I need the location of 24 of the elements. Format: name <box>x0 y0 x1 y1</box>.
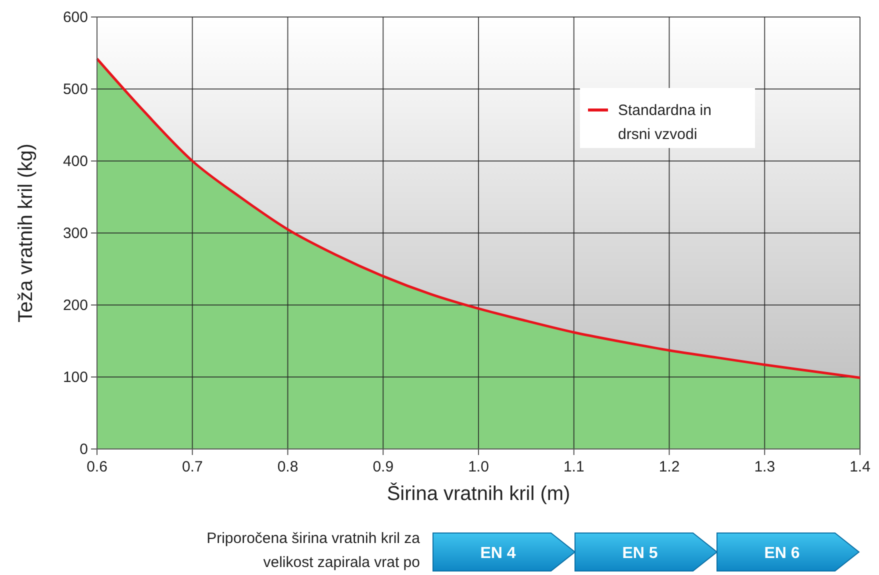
y-tick-label: 400 <box>62 152 88 170</box>
y-tick-label: 200 <box>62 296 88 314</box>
y-tick-label: 0 <box>80 440 88 458</box>
y-tick-label: 500 <box>62 80 88 98</box>
x-tick-label: 0.9 <box>372 458 394 476</box>
x-tick-label: 1.0 <box>468 458 489 476</box>
x-tick-label: 1.4 <box>850 458 870 476</box>
x-tick-label: 1.3 <box>754 458 776 476</box>
text: EN 4 <box>480 545 516 562</box>
text: Priporočena širina vratnih kril za velikost zapirala vrat po <box>206 530 421 571</box>
line-series <box>96 58 862 379</box>
x-tick-label: 0.7 <box>182 458 203 476</box>
x-tick-label: 0.8 <box>277 458 298 476</box>
y-tick-label: 600 <box>62 8 88 26</box>
x-tick-label: 0.6 <box>86 458 108 476</box>
legend-label: Standardna in drsni vzvodi <box>618 102 712 143</box>
text: EN 6 <box>764 545 800 562</box>
text: EN 5 <box>622 545 658 562</box>
x-tick-label: 1.2 <box>658 458 680 476</box>
y-axis-title: Teža vratnih kril (kg) <box>15 144 37 322</box>
y-tick-label: 100 <box>62 368 88 386</box>
y-tick-label: 300 <box>62 224 88 242</box>
x-tick-label: 1.1 <box>563 458 584 476</box>
x-axis-title: Širina vratnih kril (m) <box>386 482 570 505</box>
